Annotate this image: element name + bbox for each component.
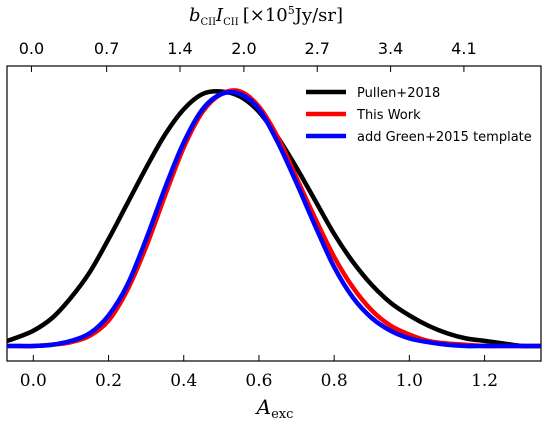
top-tick-label: 2.7 bbox=[305, 39, 330, 58]
legend-label-pullen-2018: Pullen+2018 bbox=[357, 86, 440, 101]
top-ticks: 0.0 0.7 1.4 2.0 2.7 3.4 4.1 bbox=[19, 39, 477, 72]
legend-label-add-green-2015-template: add Green+2015 template bbox=[357, 130, 532, 145]
top-tick-label: 0.7 bbox=[94, 39, 119, 58]
bottom-tick-label: 0.8 bbox=[321, 371, 348, 391]
bottom-tick-label: 1.0 bbox=[396, 371, 423, 391]
legend: Pullen+2018 This Work add Green+2015 templ… bbox=[306, 86, 532, 145]
bottom-tick-label: 0.2 bbox=[95, 371, 122, 391]
series-line-add-green-2015-template bbox=[7, 89, 541, 349]
bottom-tick-label: 0.6 bbox=[245, 371, 272, 391]
bottom-ticks: 0.0 0.2 0.4 0.6 0.8 1.0 1.2 bbox=[20, 355, 498, 391]
top-axis-label: bCIIICII [×105Jy/sr] bbox=[189, 4, 343, 28]
series-line-this-work bbox=[7, 88, 541, 349]
legend-label-this-work: This Work bbox=[356, 108, 421, 123]
top-tick-label: 4.1 bbox=[451, 39, 476, 58]
top-tick-label: 2.0 bbox=[231, 39, 256, 58]
top-tick-label: 3.4 bbox=[378, 39, 403, 58]
plot-frame bbox=[6, 65, 542, 362]
top-tick-label: 1.4 bbox=[167, 39, 192, 58]
top-tick-label: 0.0 bbox=[19, 39, 44, 58]
x-axis-label: Aexc bbox=[255, 395, 294, 422]
curves bbox=[7, 88, 541, 349]
bottom-tick-label: 1.2 bbox=[471, 371, 498, 391]
bottom-tick-label: 0.4 bbox=[170, 371, 197, 391]
bottom-tick-label: 0.0 bbox=[20, 371, 47, 391]
